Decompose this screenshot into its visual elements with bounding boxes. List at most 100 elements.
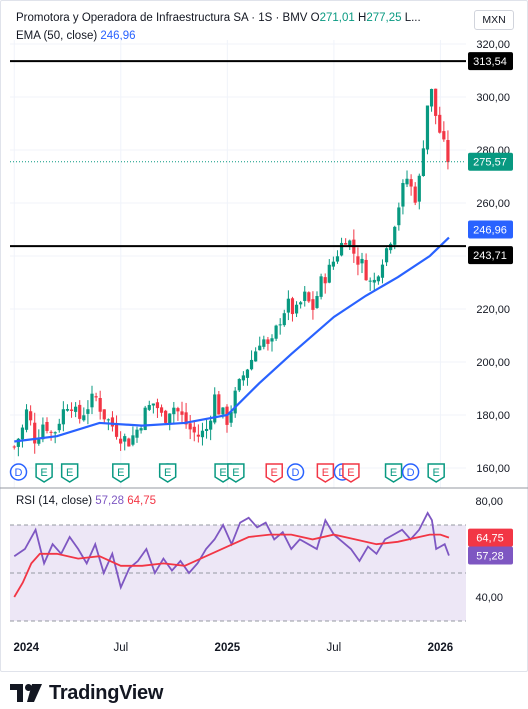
price-tick-label: 300,00 xyxy=(476,92,510,104)
candle-body xyxy=(290,298,295,315)
earnings-marker xyxy=(316,463,335,483)
rsi-tick-label: 40,00 xyxy=(475,592,503,604)
rsi-axis-label: 57,28 xyxy=(476,551,504,563)
candle-body xyxy=(159,407,164,413)
candle-body xyxy=(254,351,258,362)
earnings-marker xyxy=(427,463,445,483)
candle-body xyxy=(270,338,274,342)
rsi-ma-value: 64,75 xyxy=(127,495,157,507)
earnings-marker-label: E xyxy=(347,467,354,479)
candle-body xyxy=(24,409,29,430)
earnings-marker-label: E xyxy=(164,467,171,479)
level-label-bg xyxy=(468,52,513,71)
candle-body xyxy=(229,411,233,423)
earnings-marker-label: E xyxy=(66,467,73,479)
candle-body xyxy=(446,140,450,163)
candle-body xyxy=(233,390,237,414)
candle-body xyxy=(110,417,115,427)
candle-body xyxy=(356,256,360,265)
candle-body xyxy=(90,393,94,408)
rsi-ma-line xyxy=(13,533,450,598)
candle-body xyxy=(102,409,106,420)
candle-body xyxy=(421,148,425,177)
candle-body xyxy=(384,248,389,263)
candle-body xyxy=(196,434,200,437)
level-label: 243,71 xyxy=(473,250,507,262)
earnings-marker-label: E xyxy=(432,467,439,479)
earnings-marker xyxy=(60,463,79,483)
legend-more[interactable]: L... xyxy=(404,12,421,24)
candle-body xyxy=(368,280,372,282)
candle-body xyxy=(164,410,168,423)
candle-body xyxy=(61,409,65,425)
earnings-marker xyxy=(227,463,245,483)
dividend-marker xyxy=(401,463,420,481)
ema-value: 246,96 xyxy=(100,30,136,42)
candle-body xyxy=(258,345,262,351)
candle-body xyxy=(65,409,70,411)
candle-body xyxy=(131,435,135,445)
ema-legend[interactable]: EMA (50, close) 246,96 xyxy=(16,30,136,42)
candle-body xyxy=(339,242,344,256)
candle-body xyxy=(311,299,315,310)
candle-body xyxy=(344,243,348,245)
candle-body xyxy=(286,298,290,313)
rsi-value: 57,28 xyxy=(95,495,125,507)
candle-body xyxy=(409,179,413,187)
price-tick-label: 180,00 xyxy=(476,410,510,422)
price-pane[interactable]: DEEEDEEEEDEDEEDE xyxy=(9,40,466,488)
tradingview-logo-icon xyxy=(10,684,42,702)
candle-body xyxy=(106,419,110,421)
brand-name: TradingView xyxy=(49,681,164,704)
earnings-marker-label: E xyxy=(322,467,329,479)
candle-body xyxy=(278,324,282,326)
open-value: 271,01 xyxy=(319,12,355,24)
price-tick-label: 160,00 xyxy=(476,463,510,475)
rsi-label: RSI (14, close) xyxy=(16,495,93,507)
candle-body xyxy=(168,413,172,424)
currency-badge[interactable]: MXN xyxy=(474,10,514,30)
candle-body xyxy=(417,175,421,202)
candle-body xyxy=(266,339,270,344)
dividend-marker-label: D xyxy=(15,467,23,479)
candle-body xyxy=(172,407,176,415)
candle-body xyxy=(192,426,196,433)
candle-body xyxy=(176,408,180,412)
dividend-marker xyxy=(286,463,305,481)
level-label-bg xyxy=(468,246,513,265)
tradingview-logo[interactable]: TradingView xyxy=(10,682,163,704)
axes: 320,00300,00280,00260,00240,00220,00200,… xyxy=(0,39,528,654)
candle-body xyxy=(37,439,41,444)
candle-body xyxy=(364,259,368,281)
candle-body xyxy=(213,394,217,423)
candle-body xyxy=(323,277,327,284)
rsi-pane[interactable] xyxy=(10,511,466,622)
candle-body xyxy=(98,398,102,412)
candle-body xyxy=(143,407,147,431)
ema-axis-label-bg xyxy=(468,220,513,239)
price-tick-label: 220,00 xyxy=(476,304,510,316)
ema-axis-label: 246,96 xyxy=(473,225,507,237)
candle-body xyxy=(20,427,25,440)
candle-body xyxy=(307,292,311,302)
candle-body xyxy=(299,302,303,305)
chart-canvas[interactable]: DEEEDEEEEDEDEEDE 320,00300,00280,00260,0… xyxy=(0,0,528,672)
earnings-marker-label: E xyxy=(219,467,226,479)
symbol-legend[interactable]: Promotora y Operadora de Infraestructura… xyxy=(16,12,421,24)
candle-body xyxy=(372,279,376,283)
candle-body xyxy=(74,406,78,412)
candle-body xyxy=(114,424,119,437)
price-tick-label: 320,00 xyxy=(476,39,510,51)
candle-body xyxy=(376,276,380,282)
candle-body xyxy=(282,313,286,326)
rsi-legend[interactable]: RSI (14, close) 57,28 64,75 xyxy=(16,495,156,507)
candle-body xyxy=(380,264,385,278)
candle-body xyxy=(294,304,299,314)
candle-body xyxy=(401,183,405,207)
candle-body xyxy=(319,276,323,297)
candle-body xyxy=(442,131,446,140)
dividend-marker-label: D xyxy=(407,467,415,479)
candle-body xyxy=(434,88,438,116)
rsi-tick-label: 80,00 xyxy=(475,496,503,508)
rsi-line xyxy=(13,511,450,591)
